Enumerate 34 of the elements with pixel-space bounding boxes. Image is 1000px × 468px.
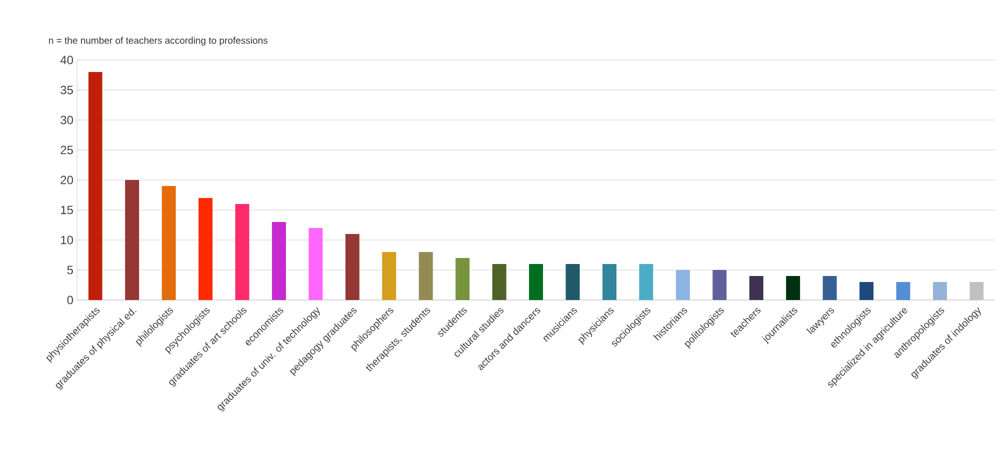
chart-title: n = the number of teachers according to professions — [49, 36, 268, 46]
bar — [125, 180, 140, 300]
y-tick-label: 0 — [67, 296, 74, 304]
bar — [492, 264, 506, 300]
bar — [566, 264, 580, 300]
bar — [932, 282, 947, 300]
y-tick-label: 30 — [60, 116, 74, 124]
bar — [639, 264, 654, 300]
bar — [749, 276, 764, 300]
bar — [382, 252, 396, 300]
y-tick-label: 15 — [61, 206, 73, 214]
bar — [88, 72, 102, 300]
bar — [198, 198, 213, 300]
bar — [676, 270, 690, 300]
bar — [859, 282, 874, 300]
bar — [529, 264, 544, 300]
bar — [786, 276, 800, 300]
bar — [418, 252, 433, 300]
bar — [235, 204, 250, 300]
y-tick-label: 5 — [67, 266, 73, 274]
y-tick-label: 35 — [60, 86, 73, 94]
bar — [896, 282, 910, 300]
bar — [456, 258, 470, 300]
bar — [712, 270, 727, 300]
bar — [272, 222, 286, 300]
bar — [308, 228, 323, 300]
y-tick-label: 40 — [60, 56, 74, 64]
y-tick-label: 10 — [61, 236, 74, 244]
y-tick-label: 25 — [60, 146, 73, 154]
bar — [345, 234, 360, 300]
bar — [162, 186, 176, 300]
bar — [602, 264, 616, 300]
bar — [822, 276, 837, 300]
y-tick-label: 20 — [60, 176, 74, 184]
